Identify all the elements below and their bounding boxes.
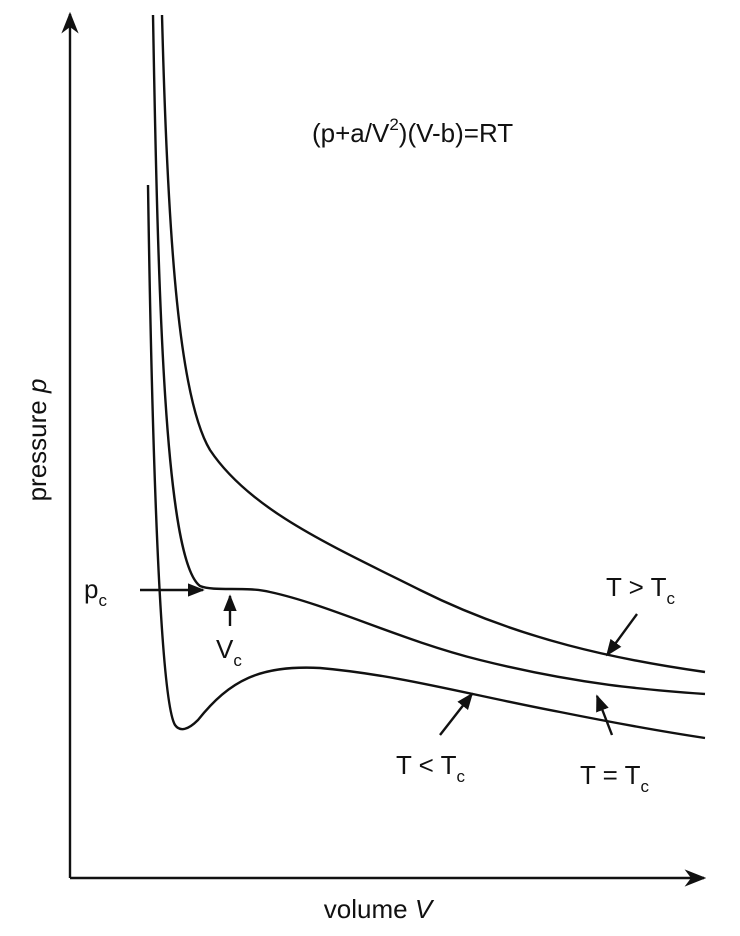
y-axis-label: pressure p — [22, 379, 52, 502]
below-critical-label: T < Tc — [396, 750, 465, 786]
equation: (p+a/V2)(V-b)=RT — [312, 115, 513, 148]
x-axis-label: volume V — [324, 894, 435, 924]
vc-label: Vc — [216, 634, 242, 670]
at-critical-label: T = Tc — [580, 760, 649, 796]
above-critical-arrow — [606, 613, 638, 657]
above-critical-label: T > Tc — [606, 572, 675, 608]
below-critical-arrow — [439, 692, 474, 736]
isotherm-below-critical — [146, 184, 706, 740]
isotherm-above-critical — [160, 14, 706, 674]
isotherm-critical — [151, 14, 706, 696]
at-critical-arrow — [595, 694, 614, 736]
pc-label: pc — [84, 574, 107, 610]
